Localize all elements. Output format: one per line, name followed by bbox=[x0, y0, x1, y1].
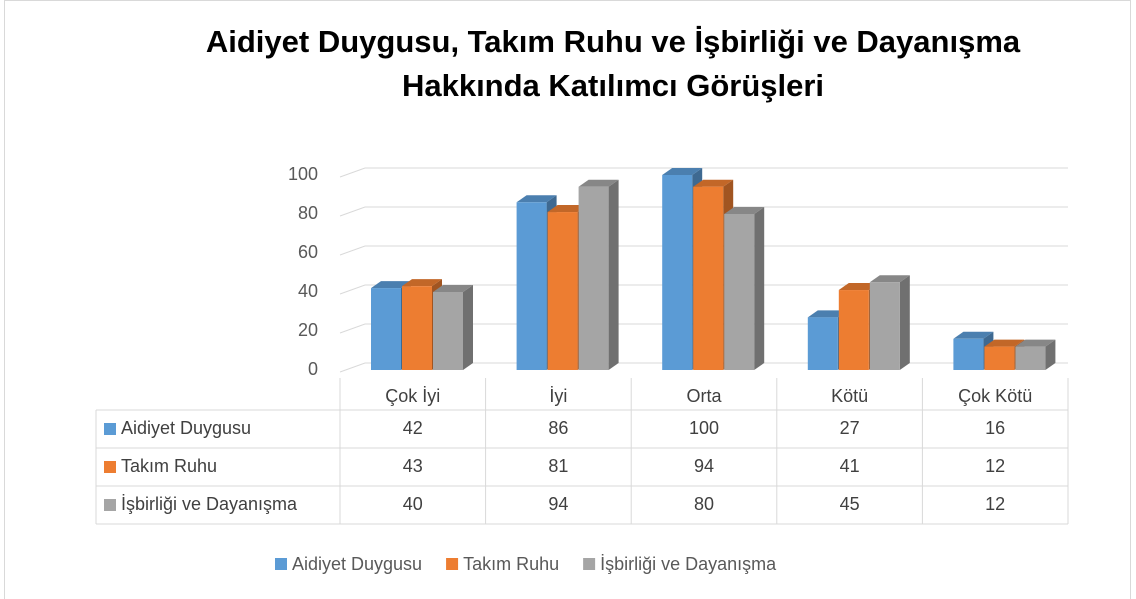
table-row-label: Takım Ruhu bbox=[121, 456, 217, 476]
bar bbox=[547, 212, 578, 370]
bar bbox=[984, 346, 1015, 370]
bar bbox=[838, 290, 869, 370]
table-row-label: Aidiyet Duygusu bbox=[121, 418, 251, 438]
bar bbox=[433, 292, 463, 370]
bar-top bbox=[838, 283, 879, 291]
table-value: 41 bbox=[840, 456, 860, 476]
bar-top bbox=[433, 285, 473, 292]
table-value: 86 bbox=[548, 418, 568, 438]
bar-top bbox=[693, 179, 734, 187]
table-legend-key bbox=[104, 499, 116, 511]
x-tick-label: Orta bbox=[686, 386, 722, 406]
chart-border bbox=[4, 0, 1131, 599]
table-value: 45 bbox=[840, 494, 860, 514]
table-value: 80 bbox=[694, 494, 714, 514]
table-value: 81 bbox=[548, 456, 568, 476]
bar-top bbox=[984, 339, 1025, 347]
bar-top bbox=[807, 310, 848, 318]
y-tick-label: 40 bbox=[298, 281, 318, 301]
y-tick-label: 0 bbox=[308, 359, 318, 379]
bar-top bbox=[547, 205, 588, 213]
bar-top bbox=[402, 279, 442, 287]
x-tick-label: Çok İyi bbox=[385, 386, 440, 406]
bar-top bbox=[1015, 339, 1056, 347]
legend-key bbox=[446, 558, 459, 570]
bar bbox=[724, 214, 755, 370]
legend-label: İşbirliği ve Dayanışma bbox=[600, 554, 777, 574]
table-value: 16 bbox=[985, 418, 1005, 438]
legend-key bbox=[275, 558, 287, 570]
table-legend-key bbox=[104, 461, 116, 473]
bar-top bbox=[724, 207, 765, 214]
bar-side bbox=[463, 285, 473, 370]
bar bbox=[807, 317, 838, 370]
bar-side bbox=[899, 275, 910, 370]
grid-line bbox=[339, 206, 1068, 217]
table-value: 100 bbox=[689, 418, 719, 438]
bar bbox=[662, 175, 693, 370]
table-value: 94 bbox=[548, 494, 568, 514]
table-value: 94 bbox=[694, 456, 714, 476]
table-value: 40 bbox=[403, 494, 423, 514]
bar bbox=[869, 282, 900, 370]
x-tick-label: Çok Kötü bbox=[958, 386, 1032, 406]
table-value: 42 bbox=[403, 418, 423, 438]
bar bbox=[371, 288, 401, 370]
table-value: 27 bbox=[840, 418, 860, 438]
y-tick-label: 80 bbox=[298, 203, 318, 223]
bar-top bbox=[371, 281, 411, 289]
bar bbox=[693, 186, 724, 370]
grid-line bbox=[339, 284, 1068, 295]
bar-top bbox=[869, 275, 910, 283]
chart-title: Aidiyet Duygusu, Takım Ruhu ve İşbirliği… bbox=[205, 24, 1021, 103]
legend-label: Aidiyet Duygusu bbox=[292, 554, 422, 574]
legend-key bbox=[583, 558, 596, 570]
table-value: 12 bbox=[985, 456, 1005, 476]
table-row-label: İşbirliği ve Dayanışma bbox=[121, 494, 298, 514]
table-legend-key bbox=[104, 423, 116, 435]
bar bbox=[578, 186, 609, 370]
bar-side bbox=[1045, 339, 1056, 370]
bar bbox=[402, 286, 432, 370]
bar-top bbox=[516, 195, 557, 203]
legend-label: Takım Ruhu bbox=[463, 554, 559, 574]
x-tick-label: Kötü bbox=[831, 386, 868, 406]
bar-top bbox=[662, 168, 703, 175]
y-tick-label: 60 bbox=[298, 242, 318, 262]
bar-top bbox=[953, 331, 994, 339]
bar-side bbox=[608, 179, 619, 370]
table-value: 43 bbox=[403, 456, 423, 476]
grid-line bbox=[339, 167, 1068, 178]
grid-line bbox=[339, 245, 1068, 256]
bar bbox=[516, 202, 547, 370]
bar bbox=[953, 338, 984, 370]
y-tick-label: 20 bbox=[298, 320, 318, 340]
bar-side bbox=[754, 207, 765, 370]
table-value: 12 bbox=[985, 494, 1005, 514]
bar-top bbox=[578, 179, 619, 187]
x-tick-label: İyi bbox=[549, 386, 567, 406]
y-tick-label: 100 bbox=[288, 164, 318, 184]
bar bbox=[1015, 346, 1046, 370]
